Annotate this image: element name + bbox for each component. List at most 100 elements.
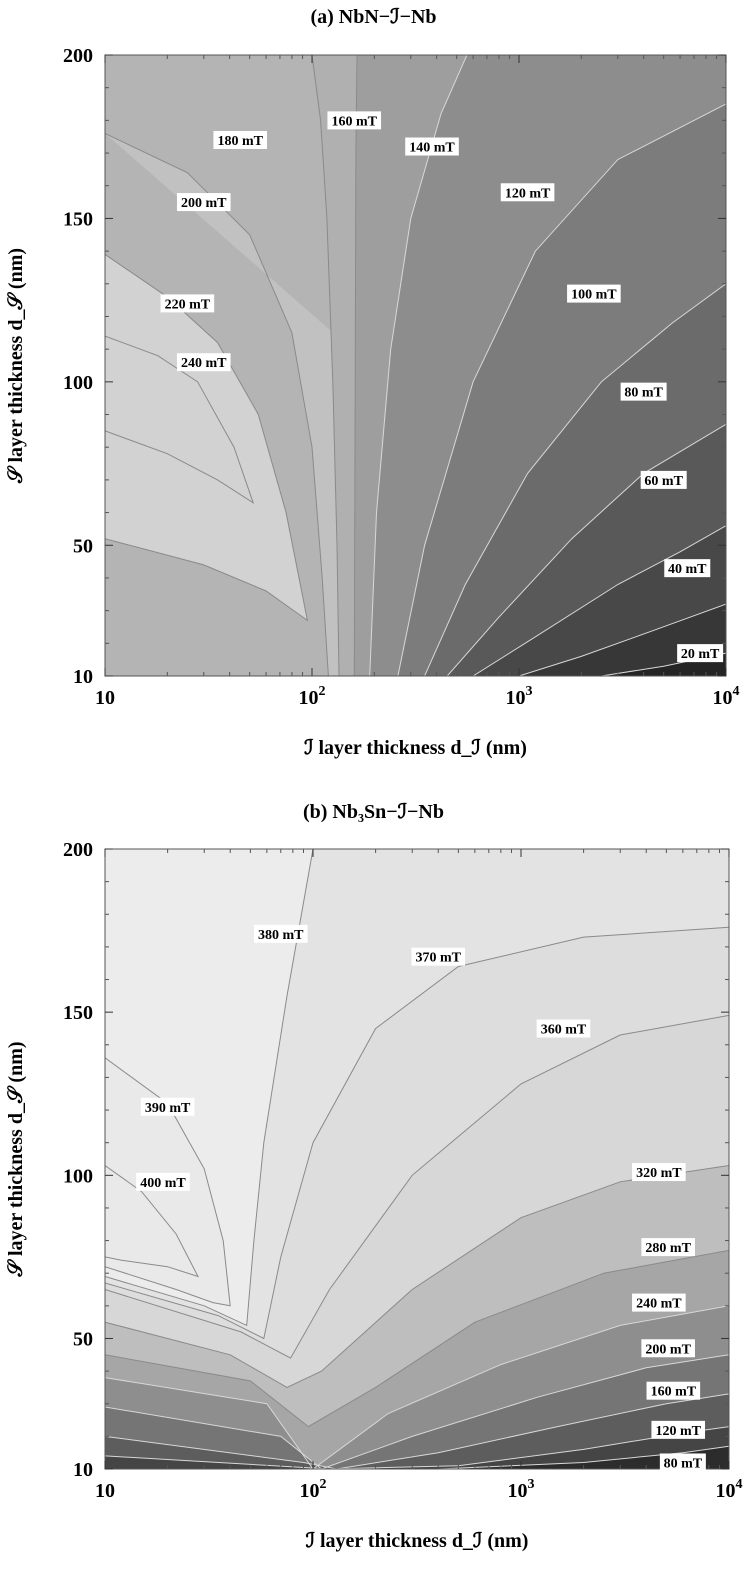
contour-line (472, 525, 726, 676)
contour-label-box (646, 1381, 701, 1400)
contour-line (397, 103, 726, 676)
contour-label-box (641, 1238, 695, 1257)
plot-frame (104, 848, 730, 1470)
contour-line (105, 1249, 729, 1428)
contour-band (105, 1426, 729, 1469)
panel-b: (b) Nb₃Sn−ℐ−Nb 10 102 103 104 10 50 100 150 200 ℐ… (0, 795, 747, 1569)
contour-line (105, 132, 329, 676)
contour-label-box (405, 137, 459, 156)
x-axis-label: ℐ layer thickness d_ℐ (nm) (306, 1530, 529, 1552)
y-tick-label: 150 (63, 1002, 93, 1024)
contour-label: 160 mT (651, 1385, 697, 1400)
plot-frame (104, 54, 727, 677)
y-tick-label: 10 (73, 666, 93, 688)
y-tick-label: 10 (73, 1459, 93, 1481)
contour-label: 320 mT (636, 1166, 682, 1181)
contour-label-box (641, 1339, 695, 1358)
panel-a: (a) NbN−ℐ−Nb 10 102 103 104 10 50 100 150 200 ℐ l… (0, 0, 747, 775)
contour-label: 100 mT (571, 288, 617, 303)
contour-line (105, 335, 255, 505)
x-tick-label: 10 (95, 1480, 115, 1502)
contour-label-box (136, 1172, 190, 1191)
contour-label-box (664, 559, 711, 578)
contour-label: 240 mT (181, 356, 227, 371)
contour-line (446, 423, 726, 676)
contour-label: 400 mT (140, 1176, 186, 1191)
contour-label: 240 mT (636, 1297, 682, 1312)
contour-label: 40 mT (668, 562, 707, 577)
y-tick-label: 100 (63, 372, 93, 394)
chart-title-a: (a) NbN−ℐ−Nb (310, 6, 437, 28)
contour-line (105, 849, 314, 1327)
y-axis-label: 𝒮 layer thickness d_𝒮 (nm) (5, 248, 27, 484)
contour-line (105, 1354, 729, 1469)
contour-label: 120 mT (505, 186, 551, 201)
contour-line (105, 1165, 199, 1278)
contour-label: 140 mT (409, 141, 455, 156)
contour-label: 220 mT (165, 297, 211, 312)
contour-line (518, 603, 726, 676)
x-axis-label: ℐ layer thickness d_ℐ (nm) (304, 737, 527, 759)
x-tick-label: 103 (506, 684, 533, 709)
chart-title-b: (b) Nb₃Sn−ℐ−Nb (302, 801, 444, 823)
contour-band (105, 1393, 729, 1469)
contour-label: 160 mT (332, 114, 378, 129)
contour-label-box (140, 1097, 195, 1116)
contour-label-box (500, 183, 555, 202)
contour-line (311, 55, 340, 676)
x-tick-label: 104 (716, 1477, 743, 1502)
y-axis-label: 𝒮 layer thickness d_𝒮 (nm) (5, 1041, 27, 1277)
contour-line (105, 1014, 729, 1359)
contour-plot-a: 10 102 103 104 10 50 100 150 200 ℐ layer thicknes… (5, 45, 740, 759)
contour-label-box (632, 1163, 686, 1182)
contour-line (438, 1445, 729, 1469)
contour-label-box (620, 382, 667, 401)
plot-area (105, 849, 729, 1469)
contour-plot-b: 10 102 103 104 10 50 100 150 200 ℐ layer thicknes… (5, 839, 743, 1552)
x-tick-label: 103 (508, 1477, 535, 1502)
contour-label: 80 mT (624, 386, 663, 401)
y-tick-label: 200 (63, 839, 93, 861)
contour-label-box (253, 924, 308, 943)
contour-label-box (327, 111, 382, 130)
x-tick-label: 102 (300, 1477, 327, 1502)
contour-label-box (213, 130, 268, 149)
y-tick-label: 50 (73, 535, 93, 557)
x-tick-label: 102 (299, 684, 326, 709)
contour-label: 120 mT (655, 1424, 701, 1439)
contour-label-box (176, 353, 231, 372)
contour-label: 280 mT (645, 1241, 691, 1256)
contour-label: 360 mT (541, 1022, 587, 1037)
y-tick-label: 50 (73, 1328, 93, 1350)
contour-label: 180 mT (217, 134, 263, 149)
contour-label: 60 mT (644, 474, 683, 489)
contour-line (105, 1165, 729, 1388)
contour-band (601, 653, 726, 676)
contour-band (105, 254, 308, 621)
contour-label: 200 mT (645, 1342, 691, 1357)
contour-label-box (632, 1293, 686, 1312)
contour-label-box (176, 193, 231, 212)
contour-line (105, 926, 729, 1340)
contour-line (105, 1393, 729, 1469)
contour-label: 20 mT (681, 647, 720, 662)
contour-band (519, 604, 726, 676)
contour-line (424, 283, 726, 676)
contour-label-box (411, 947, 466, 966)
contour-label-box (567, 284, 621, 303)
y-tick-label: 150 (63, 208, 93, 230)
y-tick-label: 200 (63, 45, 93, 67)
contour-label: 370 mT (415, 951, 461, 966)
y-tick-label: 100 (63, 1165, 93, 1187)
contour-line (105, 1305, 729, 1469)
contour-label-box (160, 294, 215, 313)
contour-line (369, 55, 468, 676)
contour-label-box (677, 644, 724, 663)
contour-label-box (651, 1420, 706, 1439)
contour-label: 390 mT (145, 1101, 191, 1116)
x-tick-label: 10 (95, 687, 115, 709)
contour-label-box (659, 1453, 706, 1472)
contour-label: 200 mT (181, 196, 227, 211)
x-tick-label: 104 (713, 684, 740, 709)
contour-label: 380 mT (258, 928, 304, 943)
